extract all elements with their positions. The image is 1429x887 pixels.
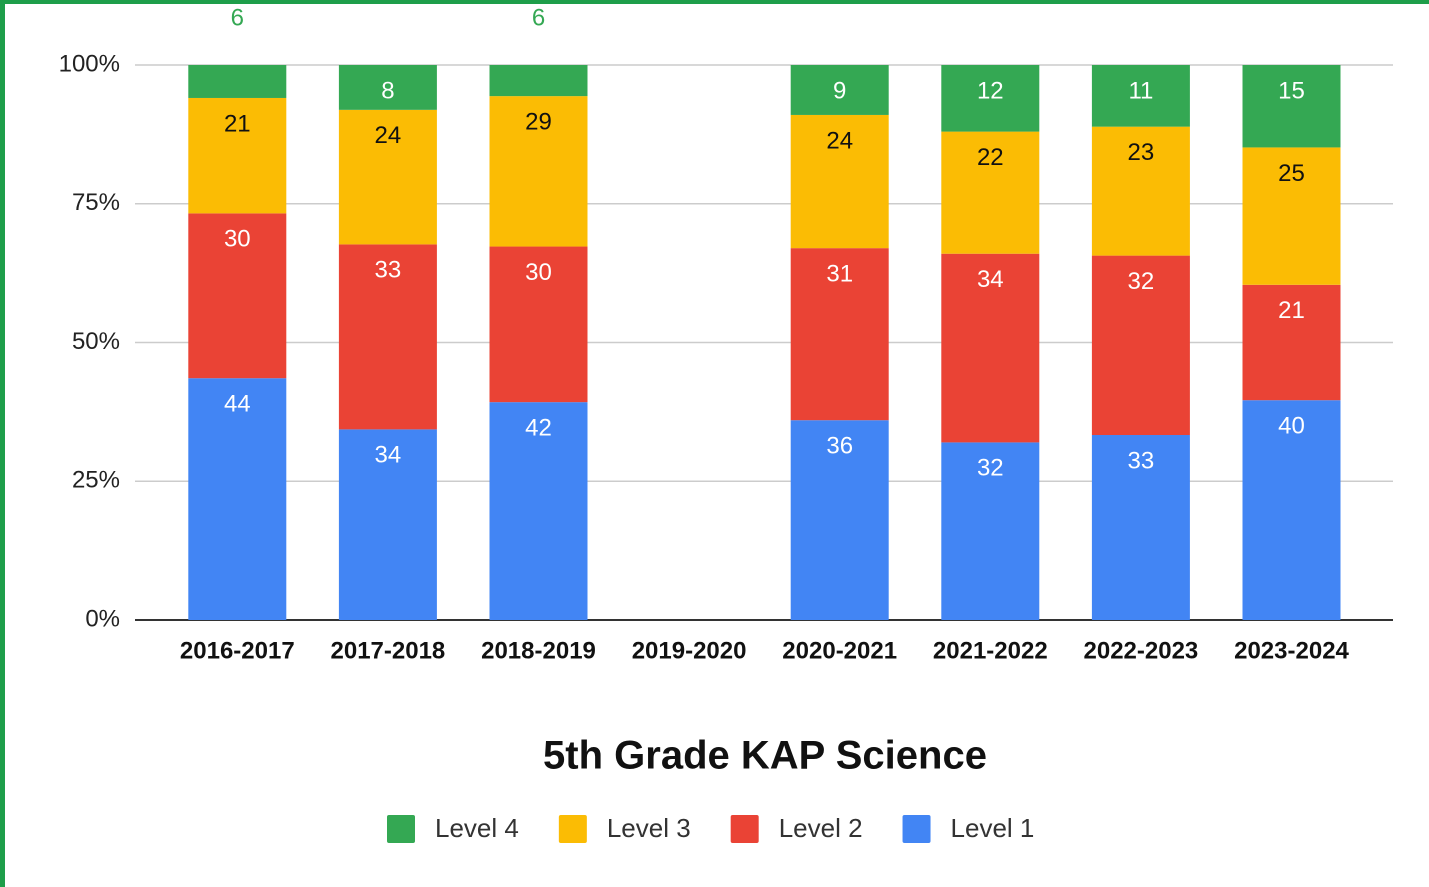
bar-segment: [489, 65, 588, 97]
legend-label: Level 1: [951, 813, 1035, 843]
y-tick-label: 0%: [85, 605, 120, 632]
y-tick-label: 75%: [72, 189, 120, 216]
data-label: 12: [977, 77, 1004, 104]
data-label: 21: [224, 110, 251, 137]
legend-swatch: [730, 815, 759, 843]
x-tick-label: 2018-2019: [481, 637, 596, 664]
data-label: 11: [1128, 77, 1153, 104]
bar-segment: [790, 248, 889, 421]
x-tick-label: 2019-2020: [632, 637, 747, 664]
bar-segment: [941, 131, 1040, 254]
bar-segment: [790, 65, 889, 115]
data-label: 23: [1128, 139, 1155, 166]
bar-segment: [338, 109, 437, 245]
data-label: 40: [1278, 413, 1305, 440]
bar-segment: [1091, 65, 1190, 127]
x-tick-label: 2016-2017: [180, 637, 295, 664]
x-tick-label: 2021-2022: [933, 637, 1048, 664]
bar-segment: [1242, 147, 1341, 285]
x-tick-label: 2020-2021: [782, 637, 897, 664]
data-label: 44: [224, 391, 251, 418]
bar-segment: [188, 378, 287, 620]
bar-segment: [790, 420, 889, 620]
y-tick-label: 50%: [72, 328, 120, 355]
x-tick-label: 2023-2024: [1234, 637, 1349, 664]
data-label: 42: [525, 414, 552, 441]
bar-segment: [338, 429, 437, 620]
data-label: 36: [826, 433, 853, 460]
bar-segment: [489, 96, 588, 247]
data-label: 24: [826, 127, 853, 154]
data-label: 34: [977, 266, 1004, 293]
data-label: 8: [381, 77, 394, 104]
data-label: 6: [231, 4, 244, 31]
bar-segment: [338, 244, 437, 430]
data-label: 31: [826, 260, 853, 287]
bar-segment: [489, 246, 588, 403]
bar-segment: [1091, 435, 1190, 620]
legend-swatch: [558, 815, 587, 843]
data-label: 32: [977, 455, 1004, 482]
bar-segment: [338, 65, 437, 110]
data-label: 32: [1128, 268, 1155, 295]
legend-label: Level 4: [435, 813, 519, 843]
legend-swatch: [387, 815, 415, 843]
y-tick-label: 25%: [72, 467, 120, 494]
legend-swatch: [902, 815, 931, 843]
data-label: 21: [1278, 297, 1305, 324]
bar-segment: [188, 97, 287, 214]
data-label: 9: [833, 77, 846, 104]
y-tick-label: 100%: [59, 50, 120, 77]
data-label: 29: [525, 108, 552, 135]
legend-label: Level 3: [607, 813, 691, 843]
bar-segment: [790, 114, 889, 249]
data-label: 24: [375, 122, 402, 149]
bar-segment: [1091, 255, 1190, 435]
data-label: 33: [1128, 447, 1155, 474]
bar-segment: [489, 402, 588, 620]
bar-segment: [941, 253, 1040, 443]
data-label: 30: [525, 259, 552, 286]
bar-segment: [1242, 284, 1341, 401]
data-label: 25: [1278, 160, 1305, 187]
bar-segment: [1242, 400, 1341, 620]
data-label: 33: [375, 257, 402, 284]
bar-segment: [188, 213, 287, 379]
data-label: 15: [1278, 77, 1305, 104]
chart-title: 5th Grade KAP Science: [543, 734, 987, 778]
data-label: 22: [977, 144, 1004, 171]
bar-segment: [941, 442, 1040, 620]
data-label: 34: [375, 442, 402, 469]
legend-label: Level 2: [779, 813, 863, 843]
bar-segment: [1242, 65, 1341, 148]
data-label: 30: [224, 226, 251, 253]
data-label: 6: [532, 4, 545, 31]
x-tick-label: 2022-2023: [1084, 637, 1199, 664]
bar-segment: [1091, 126, 1190, 256]
bar-segment: [188, 65, 287, 98]
bar-segment: [941, 65, 1040, 132]
x-tick-label: 2017-2018: [331, 637, 446, 664]
